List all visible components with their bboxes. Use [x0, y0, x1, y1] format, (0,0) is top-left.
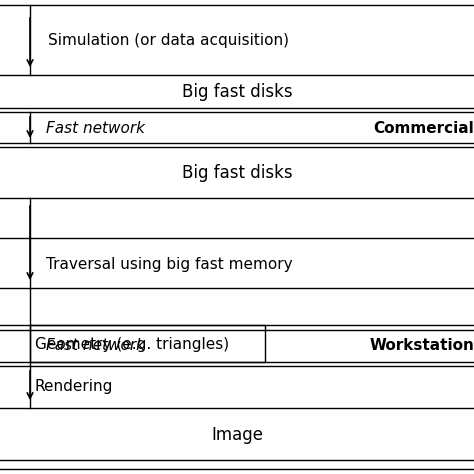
- Bar: [30, 325, 265, 362]
- Text: Rendering: Rendering: [35, 380, 113, 394]
- Text: Fast network: Fast network: [46, 338, 145, 354]
- Text: Commercial: Commercial: [373, 120, 474, 136]
- Text: Geometry (e.g. triangles): Geometry (e.g. triangles): [35, 337, 229, 352]
- Text: Simulation (or data acquisition): Simulation (or data acquisition): [48, 33, 289, 47]
- Text: Big fast disks: Big fast disks: [182, 83, 292, 101]
- Text: Image: Image: [211, 426, 263, 444]
- Text: Big fast disks: Big fast disks: [182, 164, 292, 182]
- Text: Workstation: Workstation: [369, 338, 474, 354]
- Text: Traversal using big fast memory: Traversal using big fast memory: [46, 257, 292, 273]
- Text: Fast network: Fast network: [46, 120, 145, 136]
